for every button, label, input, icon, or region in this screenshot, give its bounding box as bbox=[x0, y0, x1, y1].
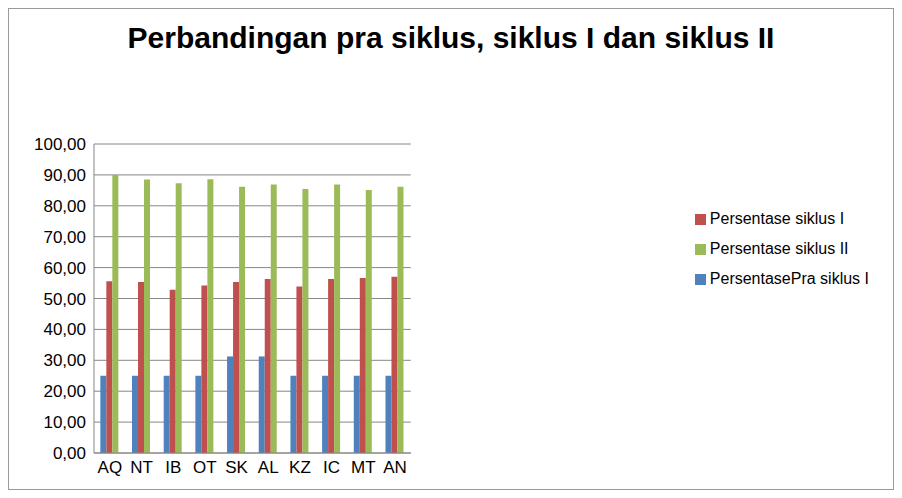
svg-text:AL: AL bbox=[258, 458, 279, 477]
svg-text:IB: IB bbox=[165, 458, 181, 477]
svg-text:90,00: 90,00 bbox=[43, 166, 86, 185]
svg-text:80,00: 80,00 bbox=[43, 197, 86, 216]
svg-text:SK: SK bbox=[225, 458, 248, 477]
svg-text:AN: AN bbox=[383, 458, 407, 477]
svg-text:100,00: 100,00 bbox=[34, 135, 86, 154]
svg-text:50,00: 50,00 bbox=[43, 290, 86, 309]
html-text:Persentase siklus II: Persentase siklus II bbox=[709, 240, 849, 257]
svg-text:KZ: KZ bbox=[289, 458, 311, 477]
svg-text:10,00: 10,00 bbox=[43, 413, 86, 432]
html-text:Perbandingan pra siklus, siklu: Perbandingan pra siklus, siklus I dan si… bbox=[127, 21, 775, 54]
svg-text:NT: NT bbox=[130, 458, 153, 477]
svg-text:AQ: AQ bbox=[98, 458, 123, 477]
svg-text:20,00: 20,00 bbox=[43, 382, 86, 401]
svg-text:IC: IC bbox=[323, 458, 340, 477]
svg-text:MT: MT bbox=[351, 458, 376, 477]
svg-text:60,00: 60,00 bbox=[43, 259, 86, 278]
svg-text:OT: OT bbox=[193, 458, 217, 477]
svg-text:0,00: 0,00 bbox=[53, 444, 86, 463]
svg-text:30,00: 30,00 bbox=[43, 351, 86, 370]
svg-text:70,00: 70,00 bbox=[43, 228, 86, 247]
html-text:PersentasePra siklus I: PersentasePra siklus I bbox=[709, 270, 869, 287]
html-text:Persentase siklus I: Persentase siklus I bbox=[709, 210, 845, 227]
svg-text:40,00: 40,00 bbox=[43, 320, 86, 339]
